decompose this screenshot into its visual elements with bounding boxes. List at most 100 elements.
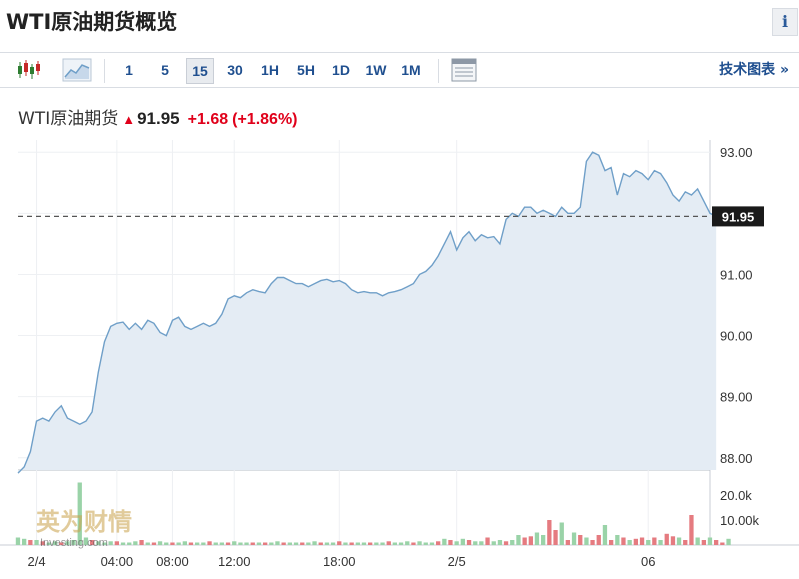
volume-bar bbox=[83, 537, 89, 545]
x-tick-label: 12:00 bbox=[218, 554, 251, 569]
volume-bar bbox=[547, 520, 552, 545]
volume-bar bbox=[578, 535, 583, 545]
volume-bar bbox=[324, 542, 330, 545]
instrument-name: WTI原油期货 bbox=[18, 109, 119, 129]
volume-bar bbox=[596, 535, 601, 545]
volume-bar bbox=[510, 540, 515, 545]
volume-bar bbox=[188, 542, 194, 545]
watermark-logo: 英为财情 bbox=[36, 508, 132, 536]
x-tick-label: 2/5 bbox=[448, 554, 466, 569]
price-line bbox=[17, 151, 717, 474]
volume-bar bbox=[522, 537, 527, 545]
volume-bar bbox=[250, 542, 255, 545]
volume-bar bbox=[275, 541, 280, 546]
volume-bar bbox=[195, 542, 200, 545]
candlestick-icon[interactable] bbox=[14, 57, 42, 83]
volume-bar bbox=[355, 542, 360, 545]
quote-line: WTI原油期货 ▲ 91.95 +1.68 (+1.86%) bbox=[18, 104, 298, 129]
volume-bar bbox=[28, 540, 33, 545]
volume-bar bbox=[590, 540, 595, 545]
volume-bar bbox=[497, 540, 503, 545]
timeframe-30[interactable]: 30 bbox=[227, 62, 243, 78]
toolbar-divider bbox=[438, 59, 439, 83]
volume-bar bbox=[528, 536, 533, 546]
timeframe-5h[interactable]: 5H bbox=[297, 62, 315, 78]
volume-bar bbox=[201, 542, 206, 545]
timeframe-1h[interactable]: 1H bbox=[261, 62, 279, 78]
timeframe-1w[interactable]: 1W bbox=[365, 62, 387, 78]
volume-bar bbox=[491, 541, 496, 546]
volume-bar bbox=[646, 540, 651, 545]
volume-bar bbox=[664, 533, 669, 546]
volume-tick-label: 20.0k bbox=[720, 488, 752, 503]
y-tick-label: 91.00 bbox=[720, 267, 753, 282]
volume-bar bbox=[40, 541, 45, 546]
volume-bar bbox=[621, 537, 626, 545]
volume-bar bbox=[602, 525, 608, 545]
table-view-icon[interactable] bbox=[450, 57, 478, 83]
volume-bar bbox=[707, 537, 713, 545]
volume-bar bbox=[701, 540, 706, 545]
volume-bar bbox=[238, 542, 243, 545]
timeframe-1[interactable]: 1 bbox=[125, 62, 133, 78]
volume-bar bbox=[170, 542, 175, 545]
volume-bar bbox=[59, 542, 64, 545]
volume-bar bbox=[584, 537, 589, 545]
volume-bar bbox=[90, 540, 95, 545]
volume-bar bbox=[695, 537, 700, 545]
y-tick-label: 90.00 bbox=[720, 329, 753, 344]
volume-bar bbox=[337, 541, 342, 546]
timeframe-1m[interactable]: 1M bbox=[401, 62, 421, 78]
volume-bar bbox=[689, 515, 694, 545]
volume-bar bbox=[534, 532, 540, 545]
volume-bar bbox=[182, 541, 187, 546]
price-change-percent: (+1.86%) bbox=[232, 111, 298, 128]
volume-bar bbox=[318, 542, 323, 545]
volume-bar bbox=[120, 542, 126, 545]
volume-bar bbox=[473, 541, 478, 546]
volume-bar bbox=[374, 542, 379, 545]
volume-bar bbox=[133, 541, 138, 546]
current-price-tag bbox=[712, 206, 764, 227]
volume-bar bbox=[102, 542, 107, 545]
volume-bar bbox=[34, 540, 39, 545]
volume-bar bbox=[670, 536, 676, 546]
x-tick-label: 04:00 bbox=[101, 554, 134, 569]
timeframe-5[interactable]: 5 bbox=[161, 62, 169, 78]
volume-bar bbox=[213, 542, 218, 545]
y-tick-label: 89.00 bbox=[720, 390, 753, 405]
volume-bar bbox=[485, 537, 490, 545]
volume-bar bbox=[627, 540, 632, 545]
volume-bar bbox=[157, 541, 163, 546]
volume-bar bbox=[361, 542, 367, 545]
volume-bar bbox=[232, 541, 237, 546]
y-tick-label: 88.00 bbox=[720, 451, 753, 466]
volume-bar bbox=[127, 542, 132, 545]
volume-bar bbox=[46, 542, 51, 545]
timeframe-15[interactable]: 15 bbox=[186, 58, 214, 84]
volume-bar bbox=[287, 542, 292, 545]
volume-bar bbox=[306, 542, 311, 545]
volume-bar bbox=[96, 541, 101, 546]
technical-chart-link[interactable]: 技术图表 » bbox=[719, 62, 789, 78]
area-chart-icon[interactable] bbox=[62, 57, 92, 83]
timeframe-1d[interactable]: 1D bbox=[332, 62, 350, 78]
last-price: 91.95 bbox=[137, 109, 180, 128]
page-title: WTI原油期货概览 bbox=[6, 10, 178, 34]
volume-bar bbox=[139, 540, 144, 545]
volume-bar bbox=[615, 535, 620, 545]
volume-bar bbox=[207, 541, 212, 546]
toolbar-divider bbox=[104, 59, 105, 83]
volume-bar bbox=[219, 542, 224, 545]
volume-bar bbox=[405, 541, 410, 546]
volume-bar bbox=[65, 541, 70, 546]
volume-bar bbox=[114, 541, 119, 546]
info-button[interactable]: i bbox=[772, 8, 798, 36]
volume-bar bbox=[368, 542, 373, 545]
volume-bar bbox=[714, 540, 719, 545]
price-area bbox=[18, 152, 717, 474]
volume-bar bbox=[256, 542, 262, 545]
volume-bar bbox=[263, 542, 268, 545]
volume-bar bbox=[658, 540, 663, 545]
